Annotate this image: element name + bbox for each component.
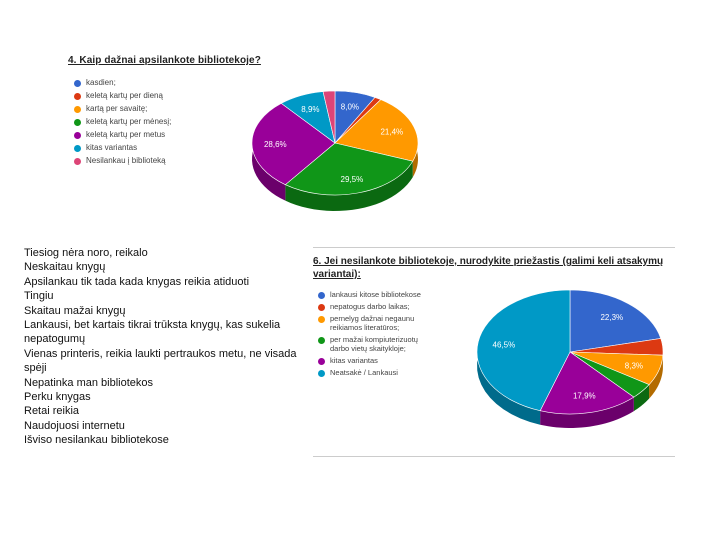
reason-item: Skaitau mažai knygų bbox=[24, 304, 126, 317]
legend-swatch bbox=[74, 145, 81, 152]
reasons-list: Tiesiog nėra noro, reikalo Neskaitau kny… bbox=[24, 246, 309, 448]
legend-swatch bbox=[318, 316, 325, 323]
pie-data-label: 8,0% bbox=[341, 103, 359, 112]
pie-data-label: 22,3% bbox=[600, 313, 623, 322]
reason-item: Lankausi, bet kartais tikrai trūksta kny… bbox=[24, 319, 281, 346]
pie-slice-side bbox=[649, 355, 663, 399]
legend-swatch bbox=[74, 106, 81, 113]
chart1-legend: kasdien; keletą kartų per dieną kartą pe… bbox=[74, 78, 171, 169]
legend-item: lankausi kitose bibliotekose bbox=[318, 290, 436, 299]
legend-item: keletą kartų per dieną bbox=[74, 91, 171, 100]
reason-item: Naudojuosi internetu bbox=[24, 419, 125, 432]
chart2-pie: 22,3% 8,3% 17,9% 46,5% bbox=[476, 290, 664, 428]
pie-slice bbox=[251, 102, 336, 186]
legend-label: kartą per savaitę; bbox=[86, 104, 148, 113]
legend-item: pernelyg dažnai negaunu reikiamos litera… bbox=[318, 314, 436, 332]
legend-item: nepatogus darbo laikas; bbox=[318, 302, 436, 311]
legend-label: kitas variantas bbox=[86, 143, 138, 152]
pie-slice-side bbox=[633, 384, 650, 412]
legend-swatch bbox=[318, 292, 325, 299]
chart1-pie: 8,0% 21,4% 29,5% 28,6% 8,9% bbox=[251, 90, 419, 211]
pie-slice bbox=[322, 90, 336, 144]
legend-label: kasdien; bbox=[86, 78, 116, 87]
reason-item: Tingiu bbox=[24, 290, 54, 303]
legend-item: per mažai kompiuterizuotų darbo vietų sk… bbox=[318, 335, 436, 353]
pie-data-label: 17,9% bbox=[573, 392, 596, 401]
legend-swatch bbox=[318, 358, 325, 365]
pie-data-label: 28,6% bbox=[264, 140, 287, 149]
pie-slice bbox=[539, 351, 635, 415]
pie-slice-side bbox=[285, 161, 413, 211]
legend-label: Neatsakė / Lankausi bbox=[330, 368, 398, 377]
chart2-title: 6. Jei nesilankote bibliotekoje, nurodyk… bbox=[313, 256, 664, 280]
legend-label: keletą kartų per dieną bbox=[86, 91, 163, 100]
legend-label: keletą kartų per metus bbox=[86, 130, 166, 139]
pie-data-label: 8,3% bbox=[625, 361, 643, 370]
pie-data-label: 29,5% bbox=[341, 175, 364, 184]
chart1-title: 4. Kaip dažnai apsilankote bibliotekoje? bbox=[68, 55, 261, 66]
legend-swatch bbox=[318, 304, 325, 311]
legend-label: kitas variantas bbox=[330, 356, 378, 365]
legend-swatch bbox=[74, 119, 81, 126]
legend-label: lankausi kitose bibliotekose bbox=[330, 290, 421, 299]
legend-swatch bbox=[74, 132, 81, 139]
pie-slice bbox=[476, 290, 571, 412]
legend-item: kitas variantas bbox=[318, 356, 436, 365]
chart2-legend: lankausi kitose bibliotekose nepatogus d… bbox=[318, 290, 436, 380]
legend-label: Nesilankau į biblioteką bbox=[86, 156, 166, 165]
reason-item: Vienas printeris, reikia laukti pertrauk… bbox=[24, 347, 297, 375]
pie-slice bbox=[334, 99, 419, 162]
legend-swatch bbox=[74, 158, 81, 165]
legend-item: kartą per savaitę; bbox=[74, 104, 171, 113]
reason-item: Perku knygas bbox=[24, 391, 91, 404]
legend-swatch bbox=[74, 80, 81, 87]
divider bbox=[313, 247, 675, 248]
reason-item: Išviso nesilankau bibliotekose bbox=[24, 434, 169, 447]
pie-data-label: 21,4% bbox=[380, 127, 403, 136]
pie-data-label: 46,5% bbox=[493, 341, 516, 350]
pie-slice-side bbox=[540, 397, 634, 428]
reason-item: Retai reikia bbox=[24, 405, 80, 418]
legend-item: Nesilankau į biblioteką bbox=[74, 156, 171, 165]
pie-slice bbox=[569, 290, 662, 353]
legend-swatch bbox=[74, 93, 81, 100]
legend-item: keletą kartų per mėnesį; bbox=[74, 117, 171, 126]
legend-label: pernelyg dažnai negaunu reikiamos litera… bbox=[330, 314, 415, 332]
reason-item: Apsilankau tik tada kada knygas reikia a… bbox=[24, 275, 250, 288]
reason-item: Nepatinka man bibliotekos bbox=[24, 376, 154, 389]
legend-item: Neatsakė / Lankausi bbox=[318, 368, 436, 377]
reason-item: Neskaitau knygų bbox=[24, 261, 106, 274]
divider bbox=[313, 456, 675, 457]
legend-label: nepatogus darbo laikas; bbox=[330, 302, 410, 311]
legend-label: per mažai kompiuterizuotų darbo vietų sk… bbox=[330, 335, 418, 353]
reason-item: Tiesiog nėra noro, reikalo bbox=[24, 247, 148, 259]
legend-swatch bbox=[318, 337, 325, 344]
legend-item: keletą kartų per metus bbox=[74, 130, 171, 139]
legend-label: keletą kartų per mėnesį; bbox=[86, 117, 172, 126]
legend-swatch bbox=[318, 370, 325, 377]
pie-slice bbox=[284, 142, 414, 196]
legend-item: kitas variantas bbox=[74, 143, 171, 152]
legend-item: kasdien; bbox=[74, 78, 171, 87]
pie-data-label: 8,9% bbox=[301, 105, 319, 114]
